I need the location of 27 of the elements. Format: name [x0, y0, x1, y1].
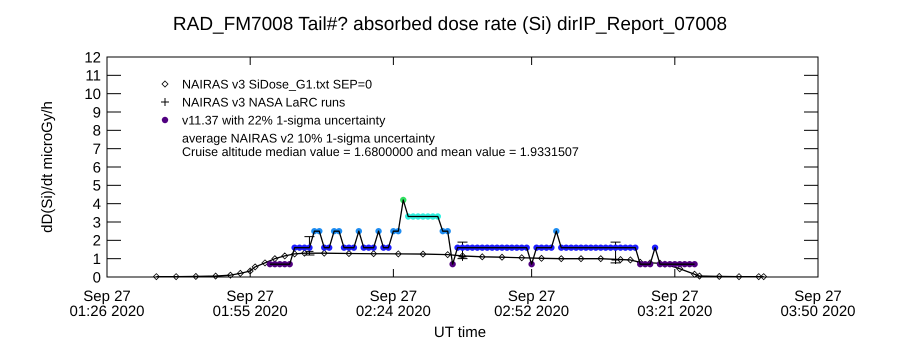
annotation: Cruise altitude median value = 1.6800000 and mean value = 1.9331507: [182, 144, 579, 159]
y-tick-label: 4: [92, 196, 101, 213]
x-tick-label: Sep 27 03:50 2020: [780, 288, 856, 320]
y-tick-label: 11: [85, 68, 101, 85]
y-tick-label: 5: [92, 178, 101, 195]
legend-label: NAIRAS v3 NASA LaRC runs: [182, 95, 346, 110]
y-tick-label: 8: [92, 122, 101, 140]
x-tick-label: Sep 27 02:52 2020: [494, 288, 570, 320]
legend-label: NAIRAS v3 SiDose_G1.txt SEP=0: [182, 77, 372, 92]
x-tick-label: Sep 27 02:24 2020: [356, 288, 431, 320]
y-tick-label: 2: [92, 232, 101, 250]
y-tick-label: 12: [84, 49, 101, 66]
annotation: average NAIRAS v2 10% 1-sigma uncertainty: [182, 131, 436, 146]
x-axis-title: UT time: [434, 324, 486, 341]
y-tick-label: 7: [92, 140, 101, 158]
y-tick-label: 9: [92, 104, 101, 122]
y-axis-title: dD(Si)/dt microGy/h: [39, 101, 56, 233]
y-tick-label: 1: [92, 250, 101, 268]
x-tick-label: Sep 27 01:26 2020: [69, 288, 145, 320]
y-tick-label: 6: [92, 159, 101, 176]
x-tick-label: Sep 27 03:21 2020: [637, 288, 712, 320]
x-tick-label: Sep 27 01:55 2020: [212, 288, 288, 320]
y-tick-label: 3: [92, 214, 101, 232]
y-tick-label: 10: [84, 86, 101, 103]
legend-label: v11.37 with 22% 1-sigma uncertainty: [182, 113, 386, 128]
y-tick-label: 0: [92, 269, 101, 286]
chart-title: RAD_FM7008 Tail#? absorbed dose rate (Si) dirIP_Report_07008: [172, 14, 728, 35]
